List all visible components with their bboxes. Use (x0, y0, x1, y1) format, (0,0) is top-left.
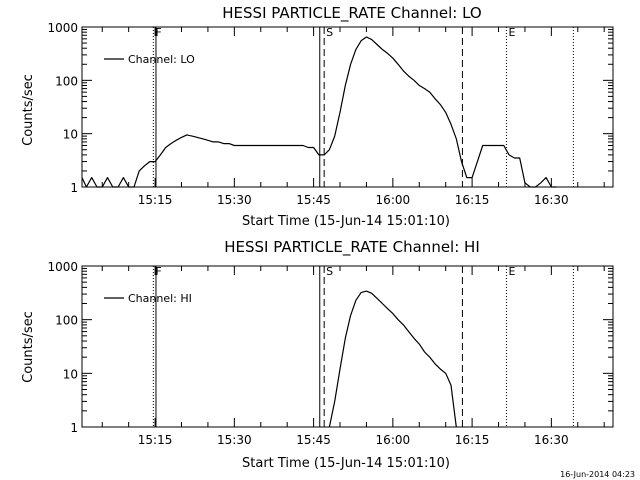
chart-panel-lo: HESSI PARTICLE_RATE Channel: LO Start Ti… (21, 4, 614, 229)
y-tick-label-hi: 100 (55, 314, 78, 328)
x-tick-label-hi: 15:15 (138, 433, 173, 447)
x-tick-label-hi: 15:30 (217, 433, 252, 447)
x-tick-label-hi: 16:30 (534, 433, 569, 447)
chart-panel-hi: HESSI PARTICLE_RATE Channel: HI Start Ti… (21, 238, 614, 471)
chart-title-lo: HESSI PARTICLE_RATE Channel: LO (222, 4, 481, 23)
x-tick-label-lo: 15:30 (217, 193, 252, 207)
x-tick-label-lo: 15:45 (296, 193, 331, 207)
event-marker-label-lo: F (155, 26, 161, 39)
x-tick-label-lo: 16:00 (376, 193, 411, 207)
y-tick-label-hi: 10 (63, 367, 78, 381)
x-axis-label-hi: Start Time (15-Jun-14 15:01:10) (242, 456, 450, 471)
event-marker-label-hi: S (326, 265, 333, 278)
x-tick-label-lo: 15:15 (138, 193, 173, 207)
x-tick-label-hi: 16:15 (455, 433, 490, 447)
x-tick-label-hi: 16:00 (376, 433, 411, 447)
y-tick-label-hi: 1000 (47, 260, 78, 274)
event-marker-label-hi: E (508, 265, 515, 278)
y-axis-label-lo: Counts/sec (21, 74, 36, 146)
chart-title-hi: HESSI PARTICLE_RATE Channel: HI (224, 238, 480, 257)
series-line-lo (81, 36, 557, 188)
x-tick-label-lo: 16:15 (455, 193, 490, 207)
y-tick-label-lo: 10 (63, 128, 78, 142)
x-axis-label-lo: Start Time (15-Jun-14 15:01:10) (242, 214, 450, 229)
footer-timestamp: 16-Jun-2014 04:23 (560, 470, 635, 479)
y-tick-label-lo: 100 (55, 74, 78, 88)
y-tick-label-lo: 1 (70, 181, 78, 195)
y-tick-label-hi: 1 (70, 421, 78, 435)
legend-label-lo: Channel: LO (128, 53, 195, 66)
x-tick-label-hi: 15:45 (296, 433, 331, 447)
series-line-hi (328, 290, 457, 428)
x-tick-label-lo: 16:30 (534, 193, 569, 207)
legend-label-hi: Channel: HI (128, 292, 192, 305)
plot-frame-lo (81, 26, 614, 188)
plot-frame-hi (81, 265, 614, 428)
event-marker-label-hi: F (155, 265, 161, 278)
y-tick-label-lo: 1000 (47, 21, 78, 35)
event-marker-label-lo: E (508, 26, 515, 39)
event-marker-label-lo: S (326, 26, 333, 39)
y-axis-label-hi: Counts/sec (21, 311, 36, 383)
